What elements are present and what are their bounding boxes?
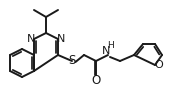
Text: H: H xyxy=(108,42,114,50)
Text: O: O xyxy=(91,74,101,86)
Text: O: O xyxy=(155,60,163,70)
Text: N: N xyxy=(102,46,110,56)
Text: N: N xyxy=(57,34,65,44)
Text: N: N xyxy=(27,34,35,44)
Text: S: S xyxy=(68,54,76,68)
